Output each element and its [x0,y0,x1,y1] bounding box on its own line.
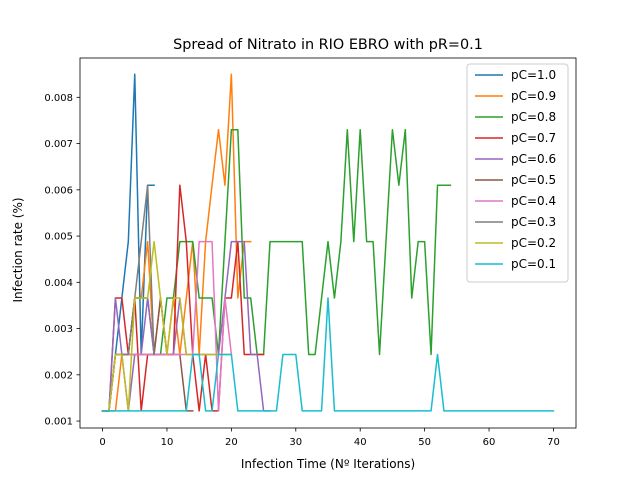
legend-label-5: pC=0.5 [511,173,556,187]
series-line-9 [101,297,555,412]
legend-label-3: pC=0.7 [511,131,556,145]
x-tick-label: 50 [418,437,431,448]
legend-label-0: pC=1.0 [511,68,556,82]
legend-label-8: pC=0.2 [511,236,556,250]
series-line-8 [101,240,233,412]
y-tick-label: 0.005 [44,232,73,243]
axes-frame [79,57,577,429]
x-tick-label: 10 [161,437,174,448]
x-tick-label: 0 [99,437,105,448]
y-tick-label: 0.002 [44,370,73,381]
y-tick-label: 0.007 [44,139,73,150]
y-axis-label: Infection rate (%) [11,197,25,302]
legend-label-9: pC=0.1 [511,257,556,271]
y-tick-label: 0.003 [44,324,73,335]
y-tick-label: 0.008 [44,93,73,104]
chart-title: Spread of Nitrato in RIO EBRO with pR=0.… [173,37,483,53]
legend-label-1: pC=0.9 [511,89,556,103]
legend-box [466,63,569,283]
x-tick-label: 20 [225,437,238,448]
legend-label-6: pC=0.4 [511,194,556,208]
x-axis-label: Infection Time (Nº Iterations) [241,457,415,471]
legend-label-2: pC=0.8 [511,110,556,124]
legend-label-7: pC=0.3 [511,215,556,229]
x-tick-label: 30 [289,437,302,448]
y-tick-label: 0.004 [44,278,73,289]
x-tick-label: 40 [354,437,367,448]
legend: pC=1.0 pC=0.9 pC=0.8 pC=0.7 pC=0.6 pC=0.5 pC=0… [466,63,569,283]
legend-label-4: pC=0.6 [511,152,556,166]
y-tick-label: 0.006 [44,185,73,196]
x-tick-label: 60 [483,437,496,448]
y-tick-label: 0.001 [44,417,73,428]
x-tick-label: 70 [547,437,560,448]
